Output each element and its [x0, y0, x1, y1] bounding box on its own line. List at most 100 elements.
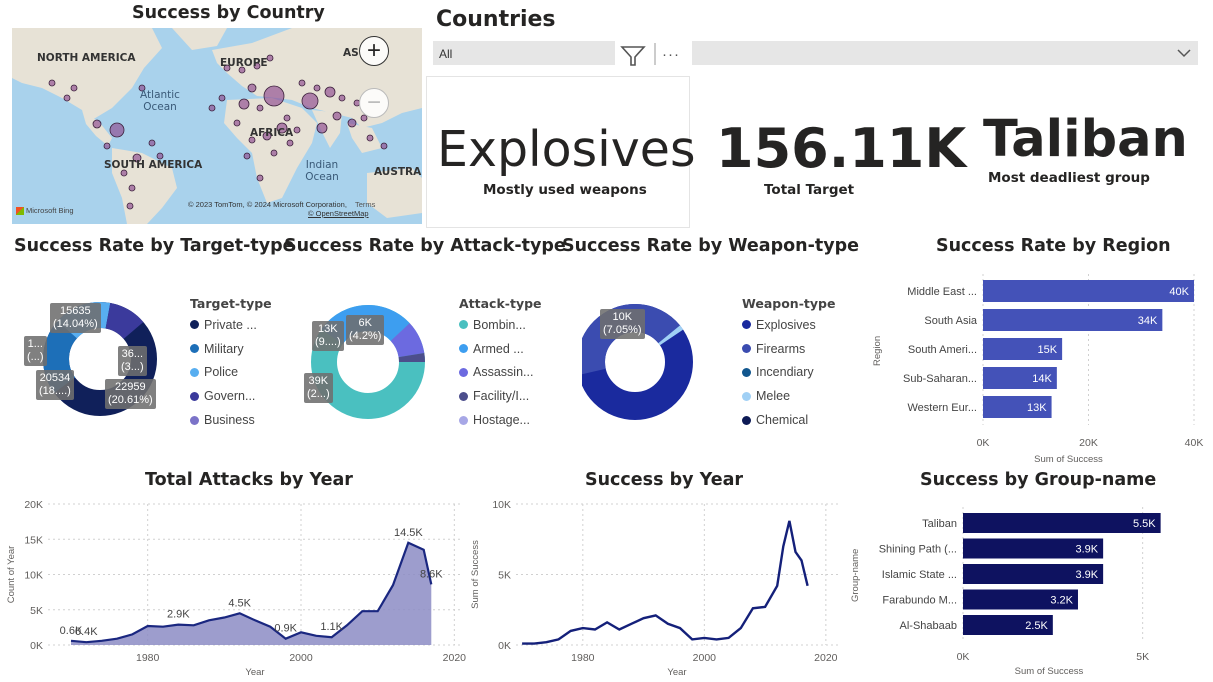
legend-dot-icon: [742, 320, 751, 330]
target-legend-item[interactable]: Military: [190, 337, 272, 361]
category-label: Islamic State ...: [882, 569, 957, 581]
category-label: Taliban: [922, 518, 957, 530]
attack-type-title: Success Rate by Attack-type: [284, 236, 566, 256]
legend-label: Firearms: [756, 341, 806, 356]
region-bar-chart[interactable]: 0K 20K 40K Middle East ... 40K South Asia 34K S…: [880, 272, 1210, 468]
legend-dot-icon: [459, 344, 468, 354]
slicer-dropdown-bar[interactable]: [692, 41, 1198, 65]
legend-dot-icon: [190, 344, 199, 354]
x-tick-label: 2020: [443, 652, 467, 664]
legend-dot-icon: [459, 320, 468, 330]
target-legend-item[interactable]: Private ...: [190, 313, 272, 337]
data-label: 0.6K: [60, 625, 83, 637]
weapon-legend-item[interactable]: Incendiary: [742, 361, 835, 385]
y-tick-label: 20K: [24, 499, 43, 511]
target-tip-5: 22959 (20.61%): [105, 379, 156, 409]
legend-dot-icon: [190, 367, 199, 377]
chevron-down-icon[interactable]: [1176, 47, 1192, 59]
data-label: 0.4K: [75, 626, 98, 638]
target-card-label: Total Target: [764, 182, 855, 198]
legend-label: Explosives: [756, 317, 816, 332]
category-label: South Asia: [924, 315, 977, 327]
world-map[interactable]: NORTH AMERICA EUROPE AS AFRICA SOUTH AME…: [12, 28, 422, 224]
map-label-atlantic: Atlantic Ocean: [140, 89, 180, 113]
group-card-value: Taliban: [983, 110, 1188, 169]
x-axis-label: Year: [245, 667, 264, 678]
attack-legend-title: Attack-type: [459, 296, 542, 311]
target-legend-item[interactable]: Govern...: [190, 384, 272, 408]
legend-label: Incendiary: [756, 365, 814, 380]
filter-icon[interactable]: [620, 44, 646, 73]
legend-label: Facility/I...: [473, 389, 530, 404]
x-tick-label: 1980: [136, 652, 160, 664]
data-label: 4.5K: [228, 597, 251, 609]
bar[interactable]: [963, 615, 1053, 635]
bar[interactable]: [963, 538, 1104, 559]
weapon-legend-item[interactable]: Chemical: [742, 408, 835, 432]
group-card-label: Most deadliest group: [988, 170, 1150, 186]
legend-dot-icon: [459, 367, 468, 377]
target-tip-2: 1... (...): [24, 336, 47, 366]
weapon-legend-item[interactable]: Explosives: [742, 313, 835, 337]
bar[interactable]: [983, 367, 1057, 389]
bing-logo: Microsoft Bing: [16, 206, 74, 215]
weapon-card-value: Explosives: [437, 121, 696, 178]
bar[interactable]: [983, 338, 1063, 360]
weapon-legend-item[interactable]: Firearms: [742, 337, 835, 361]
map-label-north-america: NORTH AMERICA: [37, 52, 136, 64]
attack-legend-item[interactable]: Bombin...: [459, 313, 542, 337]
y-tick-label: 10K: [24, 570, 43, 582]
attack-legend-item[interactable]: Hostage...: [459, 408, 542, 432]
bar[interactable]: [963, 564, 1104, 584]
region-chart-title: Success Rate by Region: [936, 236, 1171, 256]
data-label: 3.2K: [1050, 595, 1073, 607]
category-label: Middle East ...: [907, 286, 977, 298]
series-line[interactable]: [70, 541, 433, 644]
group-bar-chart[interactable]: 0K 5K Taliban 5.5K Shining Path (... 3.9K Isla…: [846, 500, 1210, 680]
legend-dot-icon: [742, 415, 751, 425]
x-tick-label: 0K: [977, 437, 990, 449]
attacks-year-area-chart[interactable]: 0K 5K 10K 15K 20K 1980 2000 2020 0.6K0.4K 2.9K 4.5…: [0, 492, 470, 680]
y-axis-label: Count of Year: [6, 546, 17, 604]
osm-link[interactable]: © OpenStreetMap: [308, 209, 369, 218]
data-label: 8.6K: [420, 568, 443, 580]
countries-slicer-dropdown[interactable]: All: [433, 41, 615, 65]
attack-legend-item[interactable]: Facility/I...: [459, 384, 542, 408]
bar[interactable]: [983, 396, 1052, 418]
data-label: 14K: [1032, 373, 1052, 385]
bar[interactable]: [983, 280, 1194, 302]
data-label: 40K: [1169, 286, 1189, 298]
zoom-in-button[interactable]: +: [359, 36, 389, 66]
series-line[interactable]: [522, 520, 809, 645]
attack-slice-facility[interactable]: [311, 305, 425, 419]
x-tick-label: 2020: [814, 652, 838, 664]
x-axis-label: Sum of Success: [1034, 454, 1103, 465]
more-options-button[interactable]: ···: [662, 46, 680, 63]
bar[interactable]: [963, 589, 1078, 610]
y-tick-label: 0K: [498, 640, 511, 652]
x-tick-label: 20K: [1079, 437, 1098, 449]
attack-legend-item[interactable]: Assassin...: [459, 361, 542, 385]
weapon-legend-item[interactable]: Melee: [742, 384, 835, 408]
category-label: South Ameri...: [908, 344, 977, 356]
map-label-indian: Indian Ocean: [305, 159, 339, 183]
bar[interactable]: [983, 309, 1163, 331]
weapon-card: Explosives Mostly used weapons: [426, 76, 695, 228]
bar[interactable]: [963, 513, 1161, 533]
x-tick-label: 5K: [1136, 651, 1149, 663]
y-tick-label: 0K: [30, 640, 43, 652]
terms-link[interactable]: Terms: [355, 200, 376, 209]
legend-label: Melee: [756, 389, 791, 404]
zoom-out-button[interactable]: −: [359, 88, 389, 118]
target-legend-item[interactable]: Police: [190, 361, 272, 385]
attack-legend-item[interactable]: Armed ...: [459, 337, 542, 361]
map-label-europe: EUROPE: [220, 57, 268, 69]
legend-dot-icon: [190, 320, 199, 330]
legend-dot-icon: [742, 391, 751, 401]
success-year-line-chart[interactable]: 0K 5K 10K 1980 2000 2020 Year Sum of Success: [466, 492, 846, 680]
weapon-card-label: Mostly used weapons: [483, 182, 647, 198]
map-label-africa: AFRICA: [250, 127, 294, 139]
target-slice-military[interactable]: [43, 302, 157, 416]
target-legend-item[interactable]: Business: [190, 408, 272, 432]
category-label: Sub-Saharan...: [903, 373, 977, 385]
